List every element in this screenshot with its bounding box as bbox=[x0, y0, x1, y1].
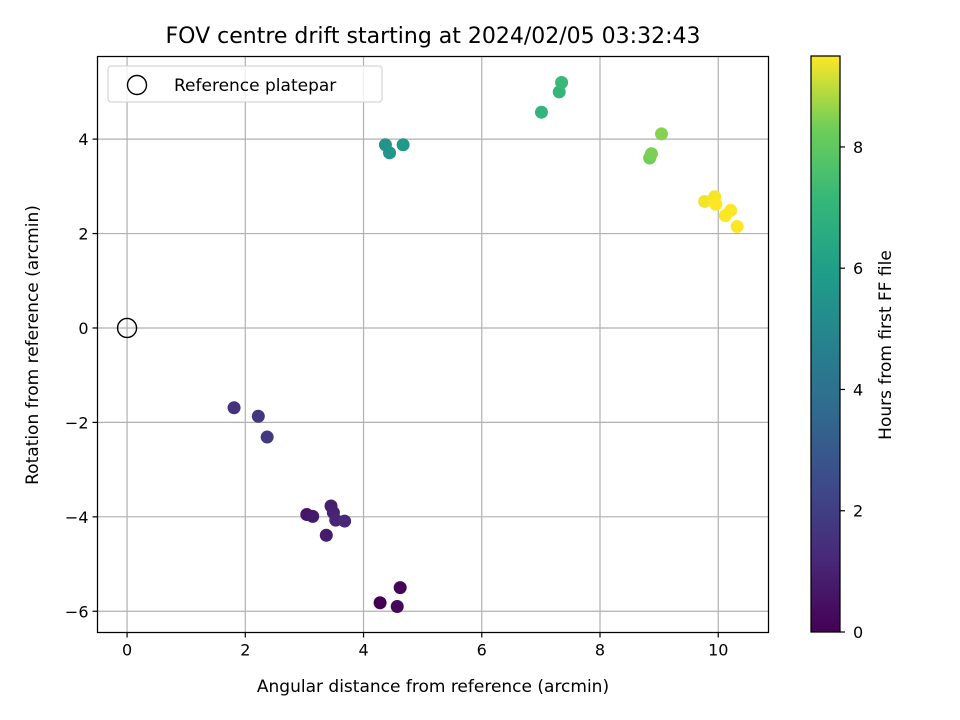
reference-point-marker bbox=[116, 317, 138, 339]
y-axis-ticks: −6 −4 −2 0 2 4 bbox=[65, 130, 98, 621]
colorbar-tick-label: 4 bbox=[853, 380, 863, 399]
data-point bbox=[373, 596, 387, 610]
data-point bbox=[534, 105, 548, 119]
data-point bbox=[644, 147, 658, 161]
legend-marker-reference bbox=[126, 74, 148, 96]
data-point bbox=[724, 203, 738, 217]
legend-box bbox=[107, 65, 383, 103]
data-point bbox=[393, 581, 407, 595]
y-tick-label: 4 bbox=[78, 130, 88, 149]
data-point bbox=[306, 509, 320, 523]
colorbar-tick-label: 2 bbox=[853, 502, 863, 521]
data-point bbox=[709, 197, 723, 211]
data-point bbox=[383, 146, 397, 160]
data-point bbox=[555, 75, 569, 89]
data-point bbox=[227, 401, 241, 415]
data-point bbox=[260, 430, 274, 444]
y-tick-label: 0 bbox=[78, 319, 88, 338]
chart-title: FOV centre drift starting at 2024/02/05 … bbox=[166, 24, 701, 49]
colorbar-ticks: 0 2 4 6 8 bbox=[840, 138, 863, 642]
y-tick-label: −6 bbox=[65, 602, 89, 621]
y-tick-label: 2 bbox=[78, 225, 88, 244]
data-point bbox=[698, 194, 712, 208]
data-points bbox=[116, 75, 744, 614]
x-tick-label: 2 bbox=[240, 641, 250, 660]
colorbar-tick-label: 8 bbox=[853, 138, 863, 157]
colorbar-tick-label: 6 bbox=[853, 259, 863, 278]
x-tick-label: 10 bbox=[708, 641, 728, 660]
x-tick-label: 6 bbox=[477, 641, 487, 660]
grid-lines bbox=[97, 56, 769, 633]
data-point bbox=[251, 409, 265, 423]
y-tick-label: −4 bbox=[65, 508, 89, 527]
x-tick-label: 8 bbox=[595, 641, 605, 660]
data-point bbox=[338, 514, 352, 528]
colorbar-label: Hours from first FF file bbox=[876, 250, 896, 440]
data-point bbox=[730, 219, 744, 233]
x-tick-label: 4 bbox=[358, 641, 368, 660]
data-point bbox=[654, 127, 668, 141]
x-axis-label: Angular distance from reference (arcmin) bbox=[257, 677, 609, 697]
colorbar-tick-label: 0 bbox=[853, 623, 863, 642]
plot-frame bbox=[96, 55, 770, 634]
data-point bbox=[396, 138, 410, 152]
data-point bbox=[390, 600, 404, 614]
legend: Reference platepar bbox=[107, 65, 383, 103]
y-axis-label: Rotation from reference (arcmin) bbox=[23, 205, 43, 485]
x-tick-label: 0 bbox=[122, 641, 132, 660]
data-point bbox=[319, 528, 333, 542]
x-axis-ticks: 0 2 4 6 8 10 bbox=[122, 632, 728, 660]
legend-label-reference: Reference platepar bbox=[174, 76, 336, 96]
y-tick-label: −2 bbox=[65, 413, 89, 432]
colorbar: 0 2 4 6 8 Hours from first FF file bbox=[810, 55, 896, 642]
colorbar-gradient bbox=[810, 55, 841, 633]
